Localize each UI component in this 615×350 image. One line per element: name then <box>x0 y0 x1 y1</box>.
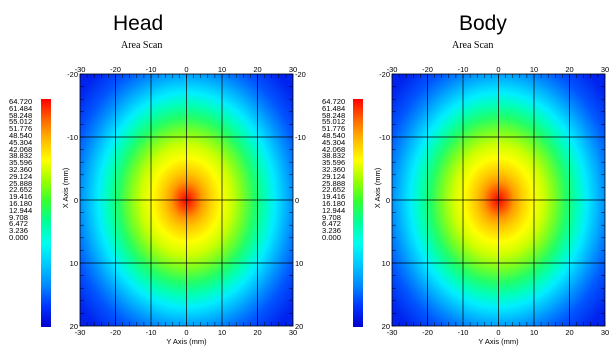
y-tick-label-left: 20 <box>382 322 390 331</box>
color-scale-label: 51.776 <box>322 124 346 134</box>
color-scale-label: 9.708 <box>9 212 29 222</box>
x-tick-label-top: 0 <box>496 65 500 74</box>
x-tick-label-top: -20 <box>110 65 121 74</box>
color-scale-label: 48.540 <box>322 131 346 140</box>
x-axis-label: Y Axis (mm) <box>166 337 207 346</box>
x-tick-label-top: -30 <box>75 65 86 74</box>
x-tick-label-top: 20 <box>253 65 261 74</box>
y-tick-label-left: 20 <box>70 322 78 331</box>
color-scale-label: 64.720 <box>322 97 346 106</box>
y-axis-label: X Axis (mm) <box>61 167 70 208</box>
chart-subtitle-body: Area Scan <box>452 40 494 51</box>
x-tick-label-bottom: 30 <box>289 328 297 337</box>
color-scale-label: 35.596 <box>322 158 346 168</box>
color-scale-label: 12.944 <box>322 205 346 215</box>
color-scale-label: 55.012 <box>9 117 33 127</box>
x-tick-label-top: 10 <box>530 65 538 74</box>
y-tick-label-left: 0 <box>74 196 78 205</box>
color-scale-label: 6.472 <box>322 219 342 229</box>
color-scale-label: 35.596 <box>9 158 33 168</box>
x-tick-label-bottom: -30 <box>387 328 398 337</box>
x-tick-label-top: 10 <box>218 65 226 74</box>
color-scale-label: 38.832 <box>322 151 346 161</box>
x-tick-label-bottom: 10 <box>530 328 538 337</box>
color-scale-label: 9.708 <box>322 212 342 222</box>
x-tick-label-bottom: 20 <box>565 328 573 337</box>
color-scale-label: 64.720 <box>9 97 33 106</box>
y-tick-label-left: -20 <box>379 70 390 79</box>
y-tick-label-left: 10 <box>70 259 78 268</box>
x-tick-label-bottom: -20 <box>422 328 433 337</box>
x-tick-label-top: -30 <box>387 65 398 74</box>
color-scale-label: 25.888 <box>322 178 346 188</box>
color-scale-label: 38.832 <box>9 151 33 161</box>
color-scale-label: 12.944 <box>9 205 33 215</box>
color-scale-label: 29.124 <box>322 171 346 181</box>
color-scale-label: 61.484 <box>322 103 346 113</box>
y-tick-label-right: -10 <box>295 133 306 142</box>
y-axis-label: X Axis (mm) <box>373 167 382 208</box>
y-tick-label-right: 10 <box>295 259 303 268</box>
color-scale-bar-body <box>353 99 363 327</box>
color-scale-label: 16.180 <box>9 199 33 208</box>
color-scale-label: 58.248 <box>9 110 33 120</box>
x-tick-label-bottom: -20 <box>110 328 121 337</box>
x-tick-label-bottom: 0 <box>496 328 500 337</box>
color-scale-label: 6.472 <box>9 219 29 229</box>
color-scale-bar-head <box>41 99 51 327</box>
y-tick-label-right: -20 <box>295 70 306 79</box>
color-scale-label: 48.540 <box>9 131 33 140</box>
color-scale-label: 45.304 <box>322 137 346 147</box>
heatmap-body: -30-30-20-20-10-1000101020203030-20-1001… <box>373 65 609 346</box>
color-scale-label: 45.304 <box>9 137 33 147</box>
color-scale-label: 3.236 <box>9 226 29 236</box>
color-scale-label: 42.068 <box>9 144 33 154</box>
color-scale-label: 22.652 <box>322 185 346 195</box>
color-scale-label: 55.012 <box>322 117 346 127</box>
x-tick-label-top: 20 <box>565 65 573 74</box>
color-scale-label: 19.416 <box>9 192 33 202</box>
color-scale-label: 0.000 <box>322 233 342 242</box>
color-scale-label: 16.180 <box>322 199 346 208</box>
y-tick-label-left: -10 <box>67 133 78 142</box>
x-tick-label-bottom: -30 <box>75 328 86 337</box>
y-tick-label-left: -20 <box>67 70 78 79</box>
x-tick-label-bottom: 0 <box>184 328 188 337</box>
x-tick-label-top: 30 <box>601 65 609 74</box>
y-tick-label-left: 0 <box>386 196 390 205</box>
color-scale-label: 32.360 <box>322 165 346 174</box>
color-scale-label: 32.360 <box>9 165 33 174</box>
x-tick-label-top: 30 <box>289 65 297 74</box>
x-tick-label-top: -10 <box>146 65 157 74</box>
color-scale-label: 61.484 <box>9 103 33 113</box>
chart-title-body: Body <box>459 12 507 35</box>
x-tick-label-bottom: -10 <box>458 328 469 337</box>
color-scale-label: 25.888 <box>9 178 33 188</box>
x-tick-label-top: -10 <box>458 65 469 74</box>
y-tick-label-left: -10 <box>379 133 390 142</box>
color-scale-label: 51.776 <box>9 124 33 134</box>
x-axis-label: Y Axis (mm) <box>478 337 519 346</box>
chart-subtitle-head: Area Scan <box>121 40 163 51</box>
x-tick-label-top: -20 <box>422 65 433 74</box>
x-tick-label-bottom: -10 <box>146 328 157 337</box>
color-scale-label: 29.124 <box>9 171 33 181</box>
y-tick-label-right: 0 <box>295 196 299 205</box>
x-tick-label-bottom: 30 <box>601 328 609 337</box>
x-tick-label-top: 0 <box>184 65 188 74</box>
color-scale-label: 42.068 <box>322 144 346 154</box>
color-scale-label: 22.652 <box>9 185 33 195</box>
y-tick-label-right: 20 <box>295 322 303 331</box>
color-scale-label: 58.248 <box>322 110 346 120</box>
color-scale-label: 0.000 <box>9 233 29 242</box>
color-scale-label: 3.236 <box>322 226 342 236</box>
x-tick-label-bottom: 10 <box>218 328 226 337</box>
color-scale-label: 19.416 <box>322 192 346 202</box>
chart-title-head: Head <box>113 12 164 35</box>
x-tick-label-bottom: 20 <box>253 328 261 337</box>
y-tick-label-left: 10 <box>382 259 390 268</box>
